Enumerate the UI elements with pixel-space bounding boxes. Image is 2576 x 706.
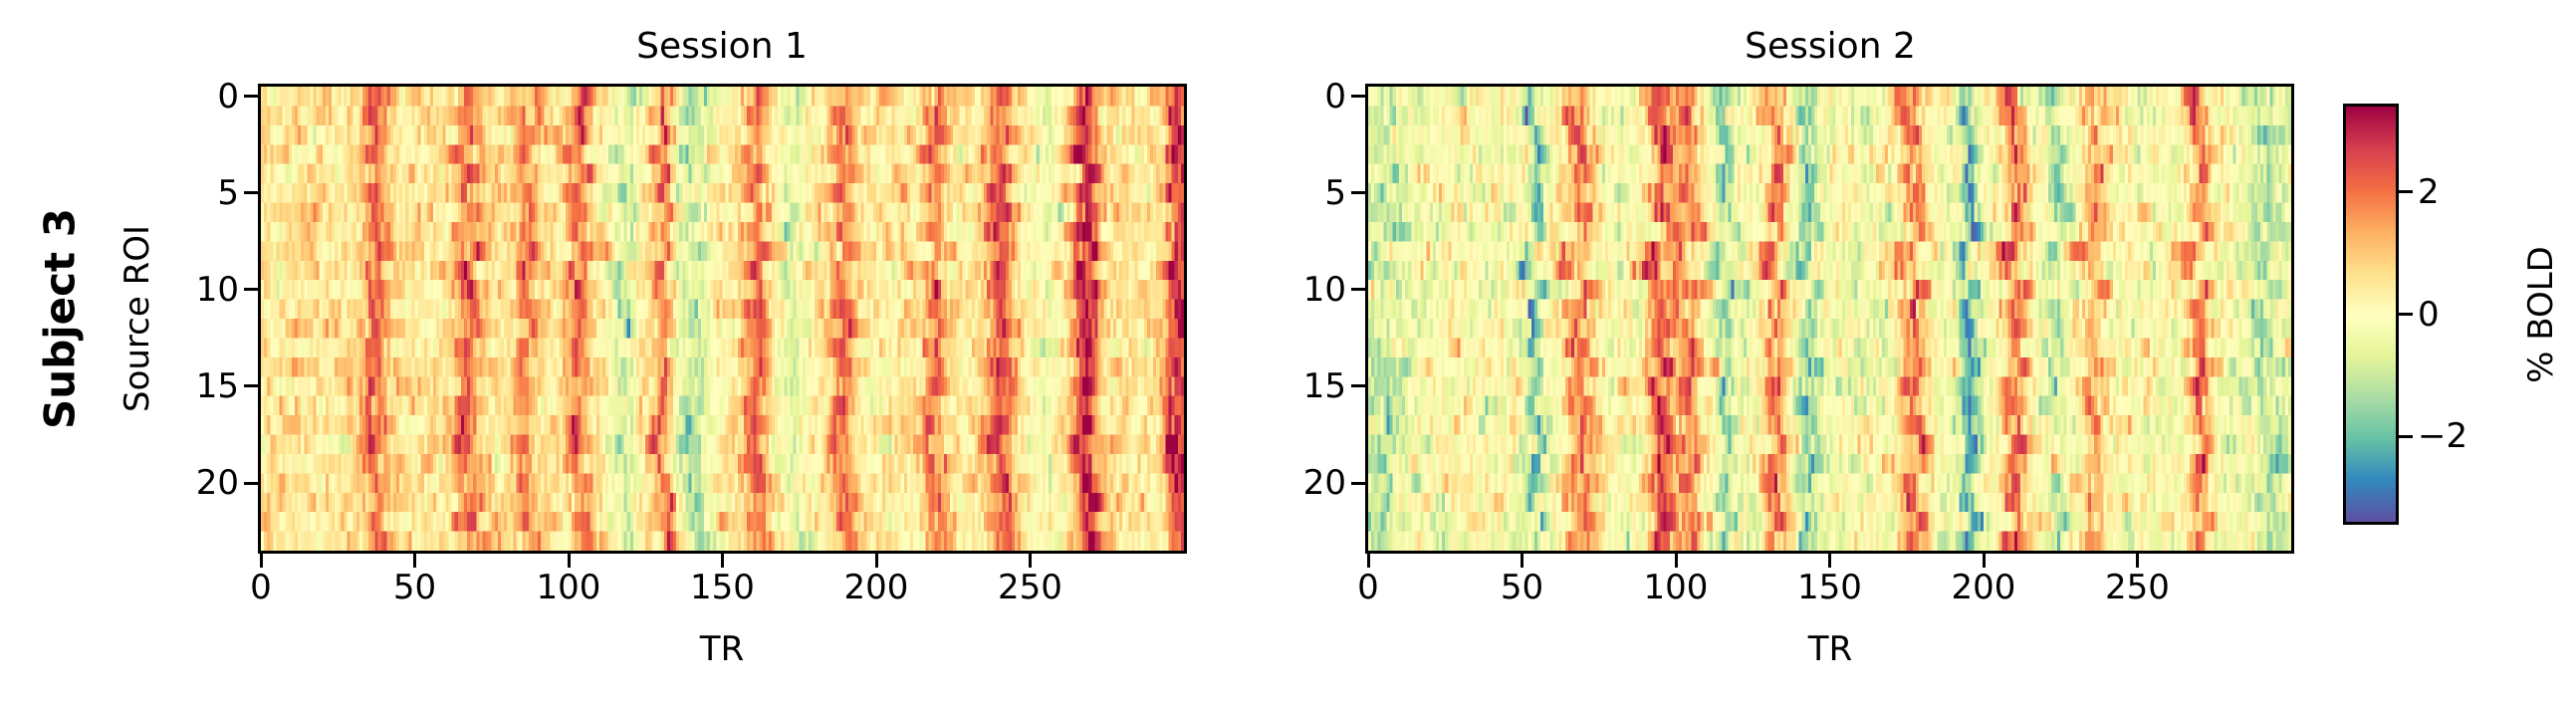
- x-tick-label: 150: [1797, 568, 1862, 607]
- colorbar: [2343, 104, 2399, 525]
- heatmap-canvas-session-1: [261, 87, 1184, 551]
- y-axis-label: Source ROI: [117, 225, 157, 412]
- y-tick: [244, 481, 258, 485]
- y-tick-label: 15: [1302, 365, 1346, 406]
- x-tick-label: 250: [2105, 568, 2170, 607]
- colorbar-tick: [2399, 313, 2413, 316]
- y-tick-label: 10: [195, 269, 239, 310]
- x-tick-label: 250: [998, 568, 1062, 607]
- colorbar-label: % BOLD: [2521, 246, 2561, 383]
- y-tick: [1351, 384, 1365, 388]
- heatmap-canvas-session-2: [1368, 87, 2291, 551]
- x-tick: [1828, 554, 1831, 568]
- y-tick: [1351, 191, 1365, 195]
- y-tick: [244, 95, 258, 99]
- heatmap-session-1: [258, 84, 1187, 554]
- x-tick-label: 0: [250, 568, 272, 607]
- x-tick: [874, 554, 878, 568]
- x-tick-label: 50: [1500, 568, 1544, 607]
- y-tick: [1351, 288, 1365, 292]
- colorbar-tick-label: 0: [2418, 294, 2440, 335]
- colorbar-tick-label: 2: [2418, 171, 2440, 212]
- x-tick: [259, 554, 263, 568]
- y-tick: [1351, 481, 1365, 485]
- x-tick: [1982, 554, 1986, 568]
- y-tick-label: 20: [195, 463, 239, 504]
- x-tick-label: 100: [536, 568, 601, 607]
- x-tick: [1366, 554, 1370, 568]
- x-tick-label: 0: [1357, 568, 1379, 607]
- y-tick-label: 10: [1302, 269, 1346, 310]
- x-tick: [567, 554, 571, 568]
- x-axis-label-session-2: TR: [1807, 629, 1853, 669]
- y-tick: [244, 288, 258, 292]
- x-tick-label: 200: [843, 568, 909, 607]
- y-tick: [1351, 95, 1365, 99]
- x-axis-label-session-1: TR: [699, 629, 745, 669]
- y-tick-label: 15: [195, 365, 239, 406]
- y-tick-label: 20: [1302, 463, 1346, 504]
- x-tick-label: 100: [1643, 568, 1709, 607]
- y-tick-label: 0: [217, 76, 239, 117]
- y-tick: [244, 384, 258, 388]
- y-tick: [244, 191, 258, 195]
- panel-title-session-2: Session 2: [1745, 26, 1916, 67]
- x-tick-label: 50: [392, 568, 437, 607]
- colorbar-tick: [2399, 434, 2413, 438]
- y-tick-label: 5: [217, 172, 239, 213]
- x-tick: [1674, 554, 1678, 568]
- x-tick-label: 150: [690, 568, 755, 607]
- x-tick: [1029, 554, 1032, 568]
- y-tick-label: 0: [1324, 76, 1346, 117]
- x-tick: [1521, 554, 1523, 568]
- x-tick-label: 200: [1951, 568, 2016, 607]
- colorbar-tick-label: −2: [2418, 416, 2468, 457]
- heatmap-session-2: [1365, 84, 2294, 554]
- x-tick: [721, 554, 724, 568]
- x-tick: [413, 554, 416, 568]
- panel-title-session-1: Session 1: [636, 26, 808, 67]
- y-tick-label: 5: [1324, 172, 1346, 213]
- subject-row-label: Subject 3: [35, 208, 85, 429]
- colorbar-tick: [2399, 190, 2413, 194]
- x-tick: [2136, 554, 2139, 568]
